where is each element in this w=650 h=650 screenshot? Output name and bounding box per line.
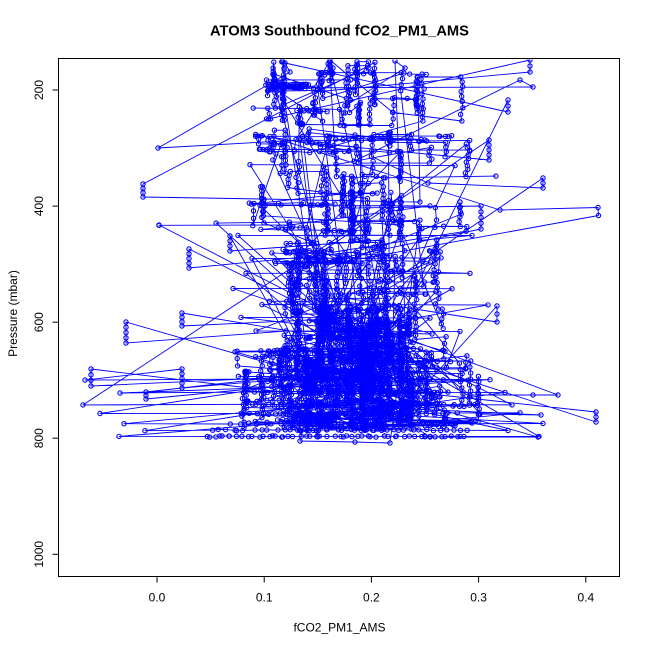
svg-text:400: 400	[32, 196, 46, 216]
svg-text:1000: 1000	[32, 541, 46, 568]
svg-text:200: 200	[32, 80, 46, 100]
svg-text:Pressure (mbar): Pressure (mbar)	[6, 270, 20, 357]
svg-text:0.0: 0.0	[149, 591, 166, 605]
svg-text:0.1: 0.1	[256, 591, 273, 605]
svg-text:0.4: 0.4	[577, 591, 594, 605]
svg-text:fCO2_PM1_AMS: fCO2_PM1_AMS	[293, 621, 385, 635]
svg-text:0.2: 0.2	[363, 591, 380, 605]
svg-text:0.3: 0.3	[470, 591, 487, 605]
svg-text:800: 800	[32, 428, 46, 448]
svg-text:ATOM3 Southbound fCO2_PM1_AMS: ATOM3 Southbound fCO2_PM1_AMS	[210, 24, 469, 40]
svg-text:600: 600	[32, 312, 46, 332]
